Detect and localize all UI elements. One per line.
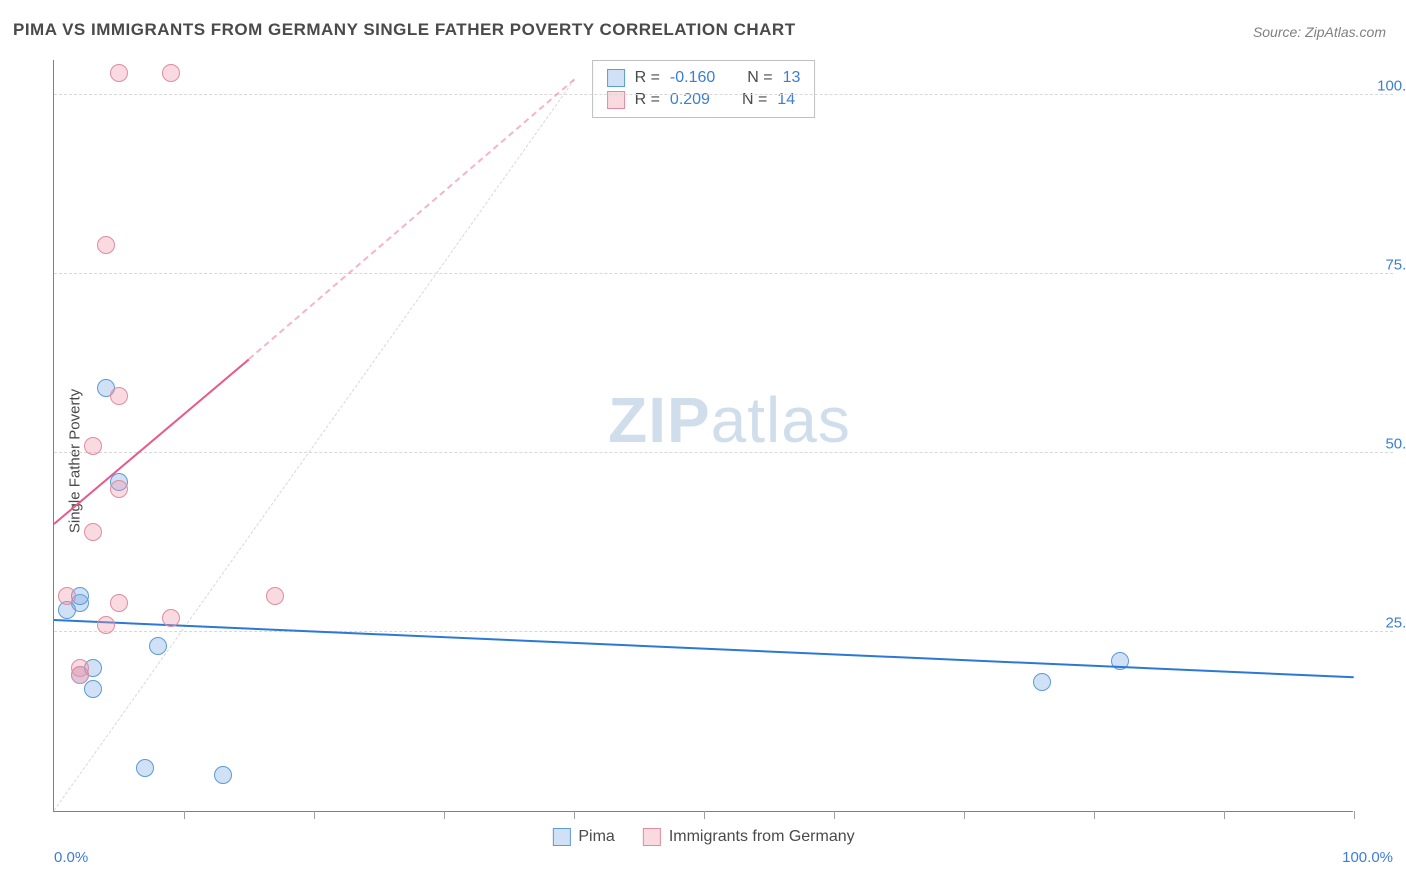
y-tick-label: 75.0% — [1368, 256, 1406, 273]
legend-series: Pima Immigrants from Germany — [552, 828, 854, 846]
y-tick-label: 50.0% — [1368, 435, 1406, 452]
plot-area: ZIPatlas R =-0.160N =13R =0.209N =14 Pim… — [53, 60, 1353, 812]
legend-row: R =0.209N =14 — [607, 89, 801, 111]
legend-item: Immigrants from Germany — [643, 828, 855, 846]
legend-swatch — [552, 828, 570, 846]
data-point — [110, 594, 128, 612]
data-point — [149, 637, 167, 655]
data-point — [84, 523, 102, 541]
legend-label: Immigrants from Germany — [669, 828, 855, 846]
x-tick — [314, 811, 315, 819]
x-tick — [574, 811, 575, 819]
data-point — [214, 766, 232, 784]
data-point — [84, 437, 102, 455]
x-tick — [444, 811, 445, 819]
legend-correlation: R = -0.160 N = 13 R =0.209N =14 — [592, 60, 816, 118]
x-tick — [704, 811, 705, 819]
x-tick — [1224, 811, 1225, 819]
legend-swatch — [607, 69, 625, 87]
trend-line-extrapolated — [248, 79, 574, 360]
gridline — [54, 631, 1393, 632]
data-point — [110, 387, 128, 405]
x-tick — [1094, 811, 1095, 819]
legend-n-label: N = — [747, 69, 772, 87]
data-point — [97, 236, 115, 254]
watermark: ZIPatlas — [608, 383, 851, 457]
watermark-bold: ZIP — [608, 384, 711, 456]
x-tick — [834, 811, 835, 819]
x-tick — [1354, 811, 1355, 819]
legend-r-label: R = — [635, 69, 660, 87]
identity-line — [54, 80, 575, 811]
gridline — [54, 273, 1393, 274]
data-point — [84, 680, 102, 698]
data-point — [110, 480, 128, 498]
trend-line — [54, 619, 1354, 678]
y-tick-label: 25.0% — [1368, 614, 1406, 631]
watermark-rest: atlas — [711, 384, 851, 456]
data-point — [162, 609, 180, 627]
y-tick-label: 100.0% — [1368, 77, 1406, 94]
data-point — [71, 666, 89, 684]
legend-label: Pima — [578, 828, 614, 846]
chart-container: Single Father Poverty ZIPatlas R =-0.160… — [13, 50, 1393, 872]
legend-item: Pima — [552, 828, 614, 846]
legend-swatch — [643, 828, 661, 846]
data-point — [266, 587, 284, 605]
legend-row: R = -0.160 N = 13 — [607, 67, 801, 89]
legend-r-value: -0.160 — [670, 69, 715, 87]
data-point — [110, 64, 128, 82]
chart-title: PIMA VS IMMIGRANTS FROM GERMANY SINGLE F… — [13, 20, 796, 40]
x-tick — [184, 811, 185, 819]
legend-n-value: 13 — [783, 69, 801, 87]
x-tick — [964, 811, 965, 819]
x-tick-max: 100.0% — [1342, 849, 1393, 866]
data-point — [97, 616, 115, 634]
source-attribution: Source: ZipAtlas.com — [1253, 24, 1386, 40]
data-point — [162, 64, 180, 82]
data-point — [58, 587, 76, 605]
gridline — [54, 452, 1393, 453]
x-tick-min: 0.0% — [54, 849, 88, 866]
trend-line — [53, 358, 249, 524]
data-point — [136, 759, 154, 777]
data-point — [1033, 673, 1051, 691]
gridline — [54, 94, 1393, 95]
